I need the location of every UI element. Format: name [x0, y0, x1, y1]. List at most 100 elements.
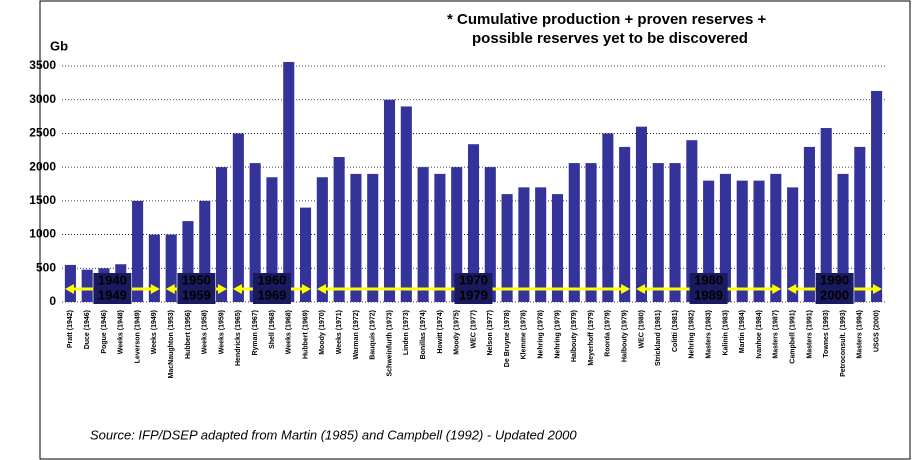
decade-label: 1940	[98, 272, 127, 287]
arrow-head	[65, 284, 74, 294]
decade-label: 1959	[182, 287, 211, 302]
x-tick-label: Weeks (1968)	[286, 310, 293, 354]
bar	[568, 163, 580, 302]
x-tick-label: Martin (1984)	[739, 310, 746, 353]
arrow-head	[150, 284, 160, 294]
x-tick-label: Masters (1994)	[857, 310, 864, 359]
bar	[703, 180, 715, 302]
decade-label: 1970	[459, 272, 488, 287]
bar	[551, 194, 564, 302]
bar	[820, 128, 832, 302]
x-tick-label: Petroconsult. (1993)	[840, 310, 847, 377]
bar	[484, 167, 496, 302]
x-tick-label: Nehring (1982)	[689, 310, 696, 359]
bar	[81, 269, 93, 302]
decade-label: 1949	[98, 287, 127, 302]
bar	[719, 173, 731, 302]
arrow-head	[232, 284, 242, 294]
x-tick-label: Halbouty (1979)	[622, 310, 629, 362]
y-tick-label: 3500	[29, 58, 56, 72]
bar	[753, 180, 765, 302]
bar	[249, 163, 261, 302]
bar	[199, 200, 211, 302]
decade-label: 2000	[820, 287, 849, 302]
y-tick-label: 2500	[29, 126, 56, 140]
arrow-head	[621, 284, 631, 294]
x-tick-label: Meyerhoff (1979)	[588, 310, 595, 366]
bar	[350, 173, 362, 302]
decade-label: 1980	[694, 272, 723, 287]
bar	[669, 163, 681, 302]
decade-label: 1960	[257, 272, 286, 287]
x-tick-label: Masters (1991)	[806, 310, 813, 359]
x-tick-label: Bauquis (1972)	[370, 310, 377, 360]
chart-title: * Cumulative production + proven reserve…	[447, 11, 767, 28]
bar	[467, 144, 480, 302]
x-tick-label: USGS (2000)	[873, 310, 880, 352]
x-tick-label: MacNaughton (1953)	[168, 310, 175, 378]
bar	[232, 133, 244, 302]
x-tick-label: Ivanhoe (1984)	[756, 310, 763, 359]
x-tick-label: Kalinin (1983)	[722, 310, 729, 356]
bar	[367, 173, 379, 302]
bar	[417, 167, 429, 302]
arrow-head	[772, 284, 782, 294]
x-tick-label: Howitt (1974)	[437, 310, 444, 354]
x-tick-label: Masters (1983)	[705, 310, 712, 359]
x-tick-label: Strickland (1981)	[655, 310, 662, 366]
x-tick-label: Weeks (1948)	[118, 310, 125, 354]
bar	[602, 133, 614, 302]
x-tick-label: Roorda (1979)	[605, 310, 612, 357]
bar	[165, 234, 177, 302]
x-tick-label: Nehring (1978)	[538, 310, 545, 359]
x-tick-label: Campbell (1991)	[789, 310, 796, 364]
bar	[434, 173, 446, 302]
x-tick-label: Colitti (1981)	[672, 310, 679, 352]
bar	[518, 187, 530, 302]
x-tick-label: Weeks (1959)	[218, 310, 225, 354]
arrow-head	[316, 284, 326, 294]
bar	[333, 157, 345, 302]
bar	[854, 146, 866, 302]
x-tick-label: Weeks (1949)	[151, 310, 158, 354]
arrow-head	[217, 284, 227, 294]
x-tick-label: Warman (1972)	[353, 310, 360, 360]
x-tick-label: Halbouty (1979)	[571, 310, 578, 362]
x-tick-label: Klemme (1978)	[521, 310, 528, 359]
bar	[299, 207, 312, 302]
x-tick-label: Masters (1987)	[773, 310, 780, 359]
x-tick-label: De Bruyne (1978)	[504, 310, 511, 367]
y-axis-label: Gb	[50, 38, 68, 53]
decade-box	[454, 273, 493, 304]
decade-box	[815, 273, 854, 304]
y-tick-label: 1000	[29, 227, 56, 241]
x-tick-label: Nehring (1979)	[554, 310, 561, 359]
y-tick-label: 3000	[29, 92, 56, 106]
chart-title: possible reserves yet to be discovered	[472, 30, 748, 47]
decade-label: 1979	[459, 287, 488, 302]
bar	[803, 146, 815, 302]
bar	[871, 90, 883, 302]
x-tick-label: Bonillas (1974)	[420, 310, 427, 359]
bar	[501, 194, 513, 302]
x-tick-label: Weeks (1958)	[202, 310, 209, 354]
bar	[182, 221, 194, 302]
bar	[686, 140, 698, 302]
arrow-head	[787, 284, 797, 294]
x-tick-label: Shell (1968)	[269, 310, 276, 349]
x-tick-label: Ryman (1967)	[252, 310, 259, 356]
x-tick-label: Leverson (1949)	[134, 310, 141, 363]
y-tick-label: 1500	[29, 193, 56, 207]
bar	[837, 173, 849, 302]
x-tick-label: Nelson (1977)	[487, 310, 494, 356]
bar	[535, 187, 547, 302]
x-tick-label: Moody (1975)	[454, 310, 461, 355]
chart-frame	[39, 0, 911, 460]
x-tick-label: Duce (1946)	[84, 310, 91, 349]
bar	[283, 61, 295, 302]
decade-label: 1990	[820, 272, 849, 287]
arrow-head	[873, 284, 882, 294]
x-tick-label: Hendricks (1965)	[235, 310, 242, 366]
decade-box	[252, 273, 291, 304]
x-tick-label: WEC (1980)	[638, 310, 645, 349]
